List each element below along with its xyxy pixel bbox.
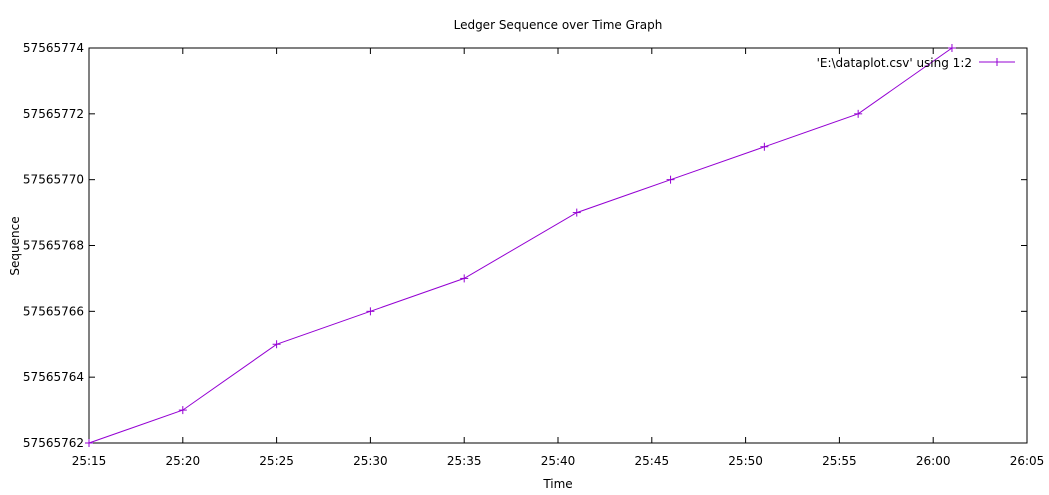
plot-frame xyxy=(88,47,1028,444)
x-tick-label: 25:20 xyxy=(166,454,201,468)
y-tick-label: 57565768 xyxy=(23,239,84,253)
x-tick-label: 25:25 xyxy=(259,454,294,468)
x-tick-label: 26:05 xyxy=(1010,454,1045,468)
series-line xyxy=(88,47,953,444)
series-layer xyxy=(85,44,956,447)
data-point xyxy=(666,175,675,184)
y-tick-label: 57565772 xyxy=(23,107,84,121)
x-tick-label: 26:00 xyxy=(916,454,951,468)
data-point xyxy=(272,340,281,349)
data-point xyxy=(178,406,187,415)
y-tick-label: 57565764 xyxy=(23,370,84,384)
x-axis-label: Time xyxy=(542,477,572,491)
y-tick-label: 57565762 xyxy=(23,436,84,450)
x-tick-label: 25:45 xyxy=(635,454,670,468)
y-tick-label: 57565770 xyxy=(23,173,84,187)
legend: 'E:\dataplot.csv' using 1:2 xyxy=(817,56,1015,70)
data-point xyxy=(366,307,375,316)
data-point xyxy=(760,142,769,151)
legend-label: 'E:\dataplot.csv' using 1:2 xyxy=(817,56,972,70)
x-axis-ticks: 25:15 25:20 25:25 25:30 25:35 25:40 25:45 25:50… xyxy=(72,48,1045,468)
x-tick-label: 25:50 xyxy=(728,454,763,468)
data-point xyxy=(572,208,581,217)
y-tick-label: 57565766 xyxy=(23,304,84,318)
chart-title: Ledger Sequence over Time Graph xyxy=(454,18,663,32)
x-tick-label: 25:15 xyxy=(72,454,107,468)
legend-line-sample xyxy=(979,58,1015,66)
y-tick-label: 57565774 xyxy=(23,41,84,55)
data-point xyxy=(947,44,956,52)
data-point xyxy=(854,109,863,118)
x-tick-label: 25:40 xyxy=(541,454,576,468)
x-tick-label: 25:35 xyxy=(447,454,482,468)
x-tick-label: 25:55 xyxy=(822,454,857,468)
y-axis-ticks: 57565762 57565764 57565766 57565768 57565770… xyxy=(23,41,1027,450)
y-axis-label: Sequence xyxy=(8,216,22,275)
data-point xyxy=(460,274,469,283)
x-tick-label: 25:30 xyxy=(353,454,388,468)
data-point xyxy=(85,439,93,447)
